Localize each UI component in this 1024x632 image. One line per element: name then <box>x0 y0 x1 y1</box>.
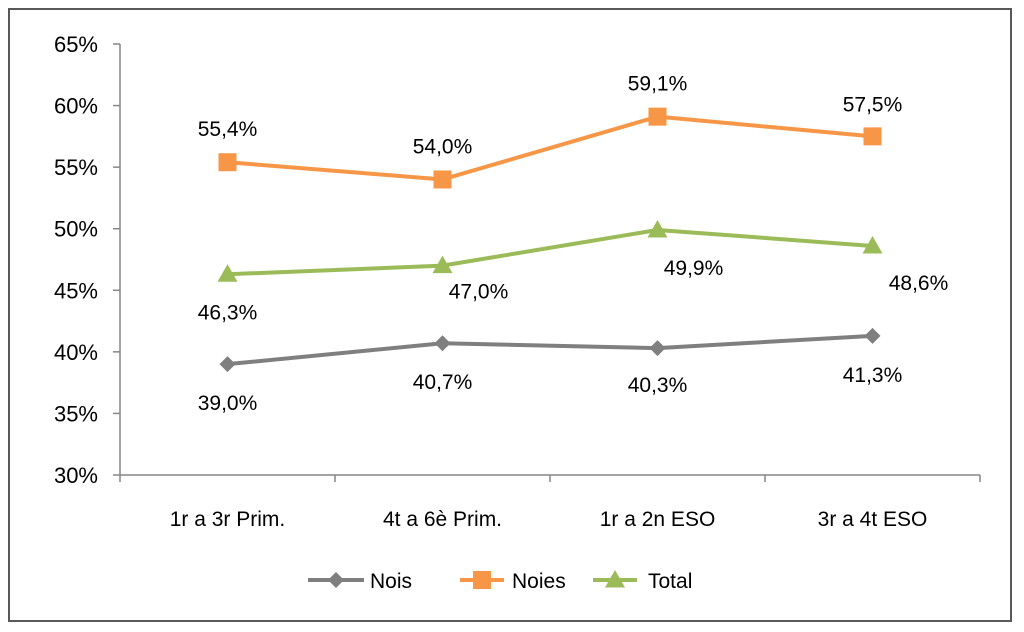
series-line-total <box>227 227 873 277</box>
x-tick-label: 1r a 2n ESO <box>600 508 716 531</box>
series-line-noies <box>227 114 873 182</box>
x-tick-label: 3r a 4t ESO <box>818 508 928 531</box>
y-tick-label: 45% <box>54 278 98 303</box>
data-point-nois <box>864 327 881 344</box>
data-label-total: 49,9% <box>664 257 724 280</box>
legend-marker-total <box>605 570 625 588</box>
series-line-nois <box>227 333 873 367</box>
data-point-noies <box>863 127 882 146</box>
data-label-total: 46,3% <box>198 301 258 324</box>
y-tick-label: 35% <box>54 401 98 426</box>
legend-label-total: Total <box>648 570 692 593</box>
legend-marker-nois <box>328 572 344 588</box>
y-tick-label: 55% <box>54 155 98 180</box>
data-point-nois <box>649 340 666 357</box>
data-point-noies <box>218 153 237 172</box>
data-point-nois <box>434 335 451 352</box>
data-point-total <box>432 255 453 274</box>
x-tick-label: 4t a 6è Prim. <box>383 508 502 531</box>
y-tick-label: 60% <box>54 94 98 119</box>
data-label-noies: 55,4% <box>198 118 258 141</box>
data-point-noies <box>648 107 667 126</box>
y-tick-label: 65% <box>54 32 98 57</box>
y-tick-label: 30% <box>54 463 98 488</box>
data-label-total: 48,6% <box>889 272 949 295</box>
data-label-noies: 54,0% <box>413 135 473 158</box>
chart-frame <box>8 8 1012 622</box>
data-point-noies <box>433 170 452 189</box>
data-label-nois: 39,0% <box>198 392 258 415</box>
data-label-noies: 57,5% <box>843 93 903 116</box>
data-label-noies: 59,1% <box>628 73 688 96</box>
legend-label-noies: Noies <box>512 570 566 593</box>
x-tick-label: 1r a 3r Prim. <box>170 508 286 531</box>
y-tick-label: 50% <box>54 217 98 242</box>
y-tick-label: 40% <box>54 340 98 365</box>
data-point-nois <box>219 356 236 373</box>
data-label-nois: 40,7% <box>413 371 473 394</box>
data-point-total <box>862 235 883 254</box>
data-label-total: 47,0% <box>449 281 509 304</box>
data-label-nois: 40,3% <box>628 374 688 397</box>
data-point-total <box>217 264 238 282</box>
data-label-nois: 41,3% <box>843 364 903 387</box>
legend-marker-noies <box>473 571 491 589</box>
legend-label-nois: Nois <box>370 570 412 593</box>
data-point-total <box>647 219 668 238</box>
